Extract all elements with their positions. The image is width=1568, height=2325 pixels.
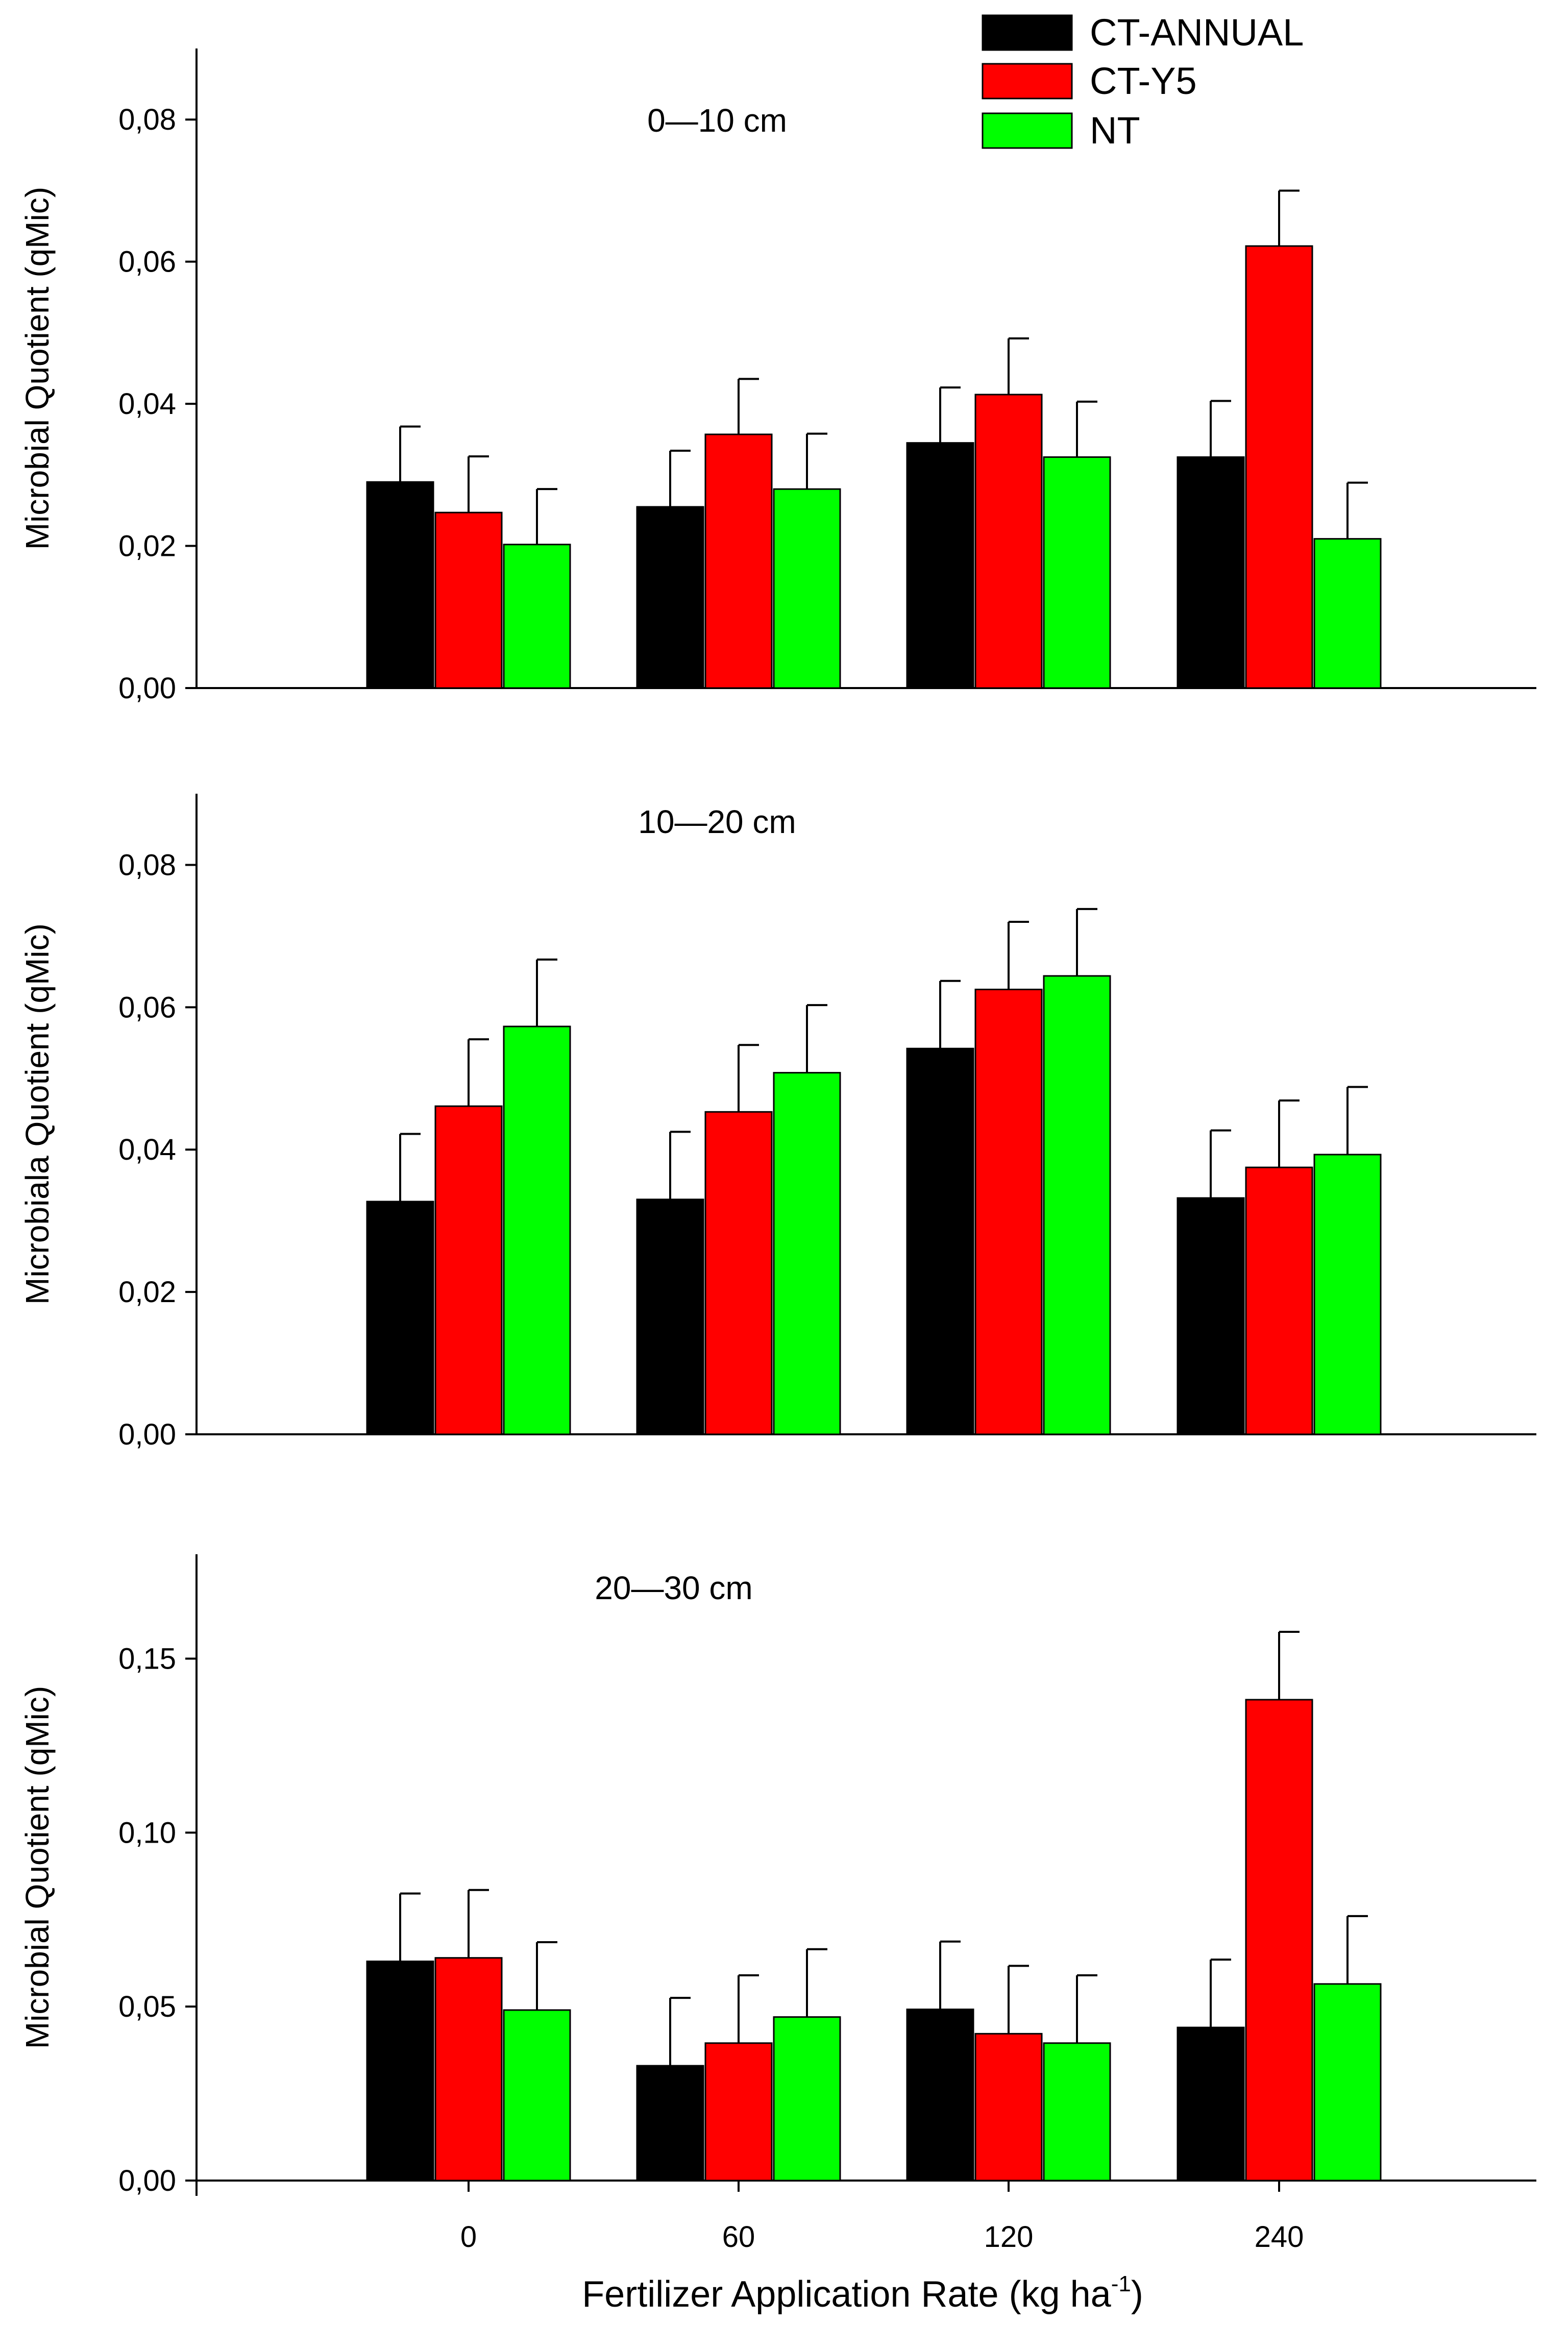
y-tick-label: 0,15 <box>118 1643 176 1676</box>
x-axis-label-end: ) <box>1131 2274 1143 2315</box>
y-axis-label: Microbial Quotient (qMic) <box>19 1686 56 2049</box>
y-tick-label: 0,08 <box>118 848 176 882</box>
y-tick-label: 0,08 <box>118 103 176 136</box>
y-tick-label: 0,02 <box>118 1276 176 1309</box>
y-axis-label: Microbiala Quotient (qMic) <box>19 923 56 1305</box>
bar-nt <box>503 2009 571 2182</box>
bar-ct-annual <box>636 1198 704 1435</box>
bar-ct-annual <box>906 442 974 689</box>
bar-ct-annual <box>1177 456 1245 689</box>
panel-depth-label: 20—30 cm <box>595 1570 752 1606</box>
bar-ct-y5 <box>434 1957 503 2182</box>
legend-swatch-ct-y5 <box>982 63 1073 100</box>
bar-ct-annual <box>906 1047 974 1435</box>
bar-ct-y5 <box>1245 1699 1313 2182</box>
bar-ct-annual <box>636 506 704 689</box>
bar-nt <box>1313 1154 1382 1435</box>
chart-panel-2: 0,00 0,02 0,04 0,06 0,08 Microbiala Quotient … <box>19 794 1536 1451</box>
x-axis-label: Fertilizer Application Rate (kg ha-1) <box>582 2271 1143 2315</box>
bar-nt <box>1043 456 1111 689</box>
bar-nt <box>1313 1983 1382 2182</box>
bar-nt <box>773 488 841 689</box>
legend-label-ct-y5: CT-Y5 <box>1090 60 1197 102</box>
bar-ct-annual <box>366 1961 434 2182</box>
panel-depth-label: 0—10 cm <box>647 102 787 139</box>
bar-nt <box>773 2016 841 2182</box>
legend-label-ct-annual: CT-ANNUAL <box>1090 11 1304 54</box>
bar-ct-y5 <box>974 988 1043 1435</box>
bar-ct-y5 <box>1245 1166 1313 1435</box>
bar-nt <box>1313 538 1382 689</box>
chart-panel-1: 0,00 0,02 0,04 0,06 0,08 Microbial Quotient (… <box>19 48 1536 705</box>
bar-nt <box>1043 975 1111 1435</box>
y-axis-label: Microbial Quotient (qMic) <box>19 187 56 550</box>
y-tick-label: 0,06 <box>118 991 176 1024</box>
bar-ct-y5 <box>704 433 773 689</box>
bar-nt <box>503 1025 571 1435</box>
bar-ct-annual <box>366 481 434 689</box>
x-axis-label-superscript: -1 <box>1111 2271 1131 2296</box>
legend-swatch-ct-annual <box>982 14 1073 51</box>
y-tick-label: 0,00 <box>118 1418 176 1451</box>
bar-ct-y5 <box>704 2042 773 2182</box>
y-tick-label: 0,00 <box>118 672 176 705</box>
x-axis-label-main: Fertilizer Application Rate (kg ha <box>582 2274 1111 2315</box>
x-tick-label: 240 <box>1255 2220 1304 2254</box>
y-tick-label: 0,06 <box>118 246 176 279</box>
x-tick-label: 60 <box>722 2220 755 2254</box>
bar-ct-y5 <box>974 394 1043 689</box>
panels: 0,00 0,02 0,04 0,06 0,08 Microbial Quotient (… <box>19 48 1536 2254</box>
y-tick-label: 0,02 <box>118 530 176 563</box>
bar-ct-y5 <box>974 2033 1043 2182</box>
y-tick-label: 0,10 <box>118 1816 176 1849</box>
bar-ct-annual <box>1177 2026 1245 2182</box>
bar-ct-y5 <box>434 1105 503 1435</box>
y-tick-label: 0,04 <box>118 387 176 421</box>
bar-nt <box>503 544 571 689</box>
bar-nt <box>773 1072 841 1435</box>
bar-ct-y5 <box>434 511 503 689</box>
bar-ct-annual <box>1177 1197 1245 1435</box>
bar-ct-y5 <box>704 1111 773 1435</box>
y-tick-label: 0,00 <box>118 2164 176 2197</box>
y-tick-label: 0,05 <box>118 1990 176 2023</box>
x-tick-label: 120 <box>984 2220 1034 2254</box>
bar-nt <box>1043 2042 1111 2182</box>
y-tick-label: 0,04 <box>118 1133 176 1166</box>
legend-swatch-nt <box>982 112 1073 149</box>
x-tick-label: 0 <box>460 2220 477 2254</box>
legend: CT-ANNUAL CT-Y5 NT <box>982 11 1304 152</box>
bar-ct-y5 <box>1245 245 1313 689</box>
bar-ct-annual <box>366 1201 434 1435</box>
bar-ct-annual <box>636 2065 704 2182</box>
bar-ct-annual <box>906 2009 974 2182</box>
panel-depth-label: 10—20 cm <box>638 803 796 840</box>
chart-panel-3: 0,00 0,05 0,10 0,15 Microbial Quotient (qMic… <box>19 1554 1536 2254</box>
legend-label-nt: NT <box>1090 109 1140 152</box>
